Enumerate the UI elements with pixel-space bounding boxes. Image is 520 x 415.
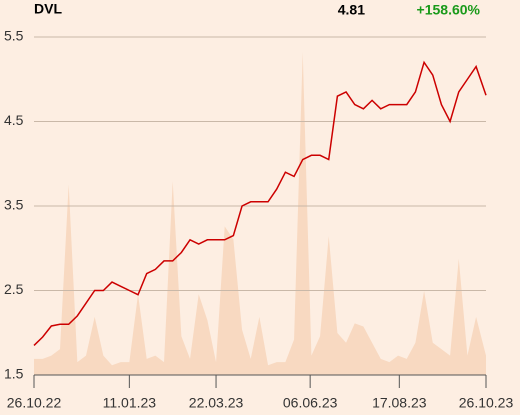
y-tick-label: 5.5	[4, 28, 24, 44]
x-tick-label: 26.10.22	[7, 395, 62, 411]
x-tick-label: 26.10.23	[459, 395, 514, 411]
change: +158.60%	[417, 2, 481, 18]
last-price: 4.81	[338, 2, 365, 18]
chart-title: DVL	[34, 1, 62, 17]
y-tick-label: 2.5	[4, 281, 24, 297]
x-tick-label: 17.08.23	[372, 395, 427, 411]
x-tick-label: 06.06.23	[283, 395, 338, 411]
price-line	[33, 60, 487, 346]
x-tick-label: 11.01.23	[103, 395, 157, 411]
x-tick-label: 22.03.23	[189, 395, 244, 411]
y-tick-label: 3.5	[4, 197, 24, 213]
y-tick-label: 4.5	[4, 112, 24, 128]
y-tick-label: 1.5	[4, 366, 24, 382]
